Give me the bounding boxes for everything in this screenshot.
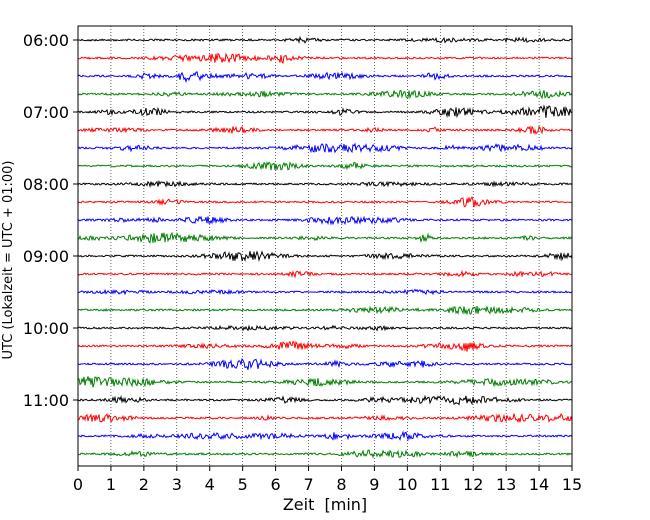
x-tick-label-6: 6 <box>271 475 281 494</box>
x-tick-label-1: 1 <box>106 475 116 494</box>
y-tick-label-0700: 07:00 <box>23 103 69 122</box>
x-tick-label-14: 14 <box>529 475 549 494</box>
y-tick-label-1100: 11:00 <box>23 391 69 410</box>
x-tick-label-2: 2 <box>139 475 149 494</box>
trace-1115 <box>77 413 573 423</box>
trace-0700 <box>77 104 573 119</box>
trace-0900 <box>77 250 573 263</box>
trace-1030 <box>77 357 573 370</box>
trace-0945 <box>77 305 573 316</box>
y-tick-label-1000: 10:00 <box>23 319 69 338</box>
x-tick-label-3: 3 <box>172 475 182 494</box>
x-tick-label-11: 11 <box>430 475 450 494</box>
x-tick-label-7: 7 <box>303 475 313 494</box>
trace-1015 <box>77 340 573 352</box>
vertical-grid <box>110 26 540 466</box>
trace-1100 <box>77 394 573 406</box>
trace-0915 <box>77 269 573 279</box>
x-tick-label-10: 10 <box>397 475 417 494</box>
trace-0930 <box>77 288 573 296</box>
trace-0630 <box>77 71 573 84</box>
x-tick-label-15: 15 <box>562 475 582 494</box>
y-tick-label-0900: 09:00 <box>23 247 69 266</box>
x-tick-label-12: 12 <box>463 475 483 494</box>
trace-0830 <box>77 215 573 226</box>
y-tick-label-0800: 08:00 <box>23 175 69 194</box>
y-axis-ticks: 06:00 07:00 08:00 09:00 10:00 11:00 <box>23 31 78 410</box>
trace-0645 <box>77 89 573 100</box>
trace-0745 <box>77 161 573 172</box>
trace-1145 <box>77 449 573 459</box>
trace-group <box>77 35 573 459</box>
trace-0600 <box>77 35 573 45</box>
x-axis-label: Zeit [min] <box>283 495 367 514</box>
x-tick-label-9: 9 <box>369 475 379 494</box>
trace-0615 <box>77 52 573 64</box>
trace-0730 <box>77 142 573 154</box>
x-tick-label-4: 4 <box>205 475 215 494</box>
y-tick-label-0600: 06:00 <box>23 31 69 50</box>
trace-1000 <box>77 324 573 332</box>
trace-0845 <box>77 231 573 244</box>
y-axis-label: UTC (Lokalzeit = UTC + 01:00) <box>1 161 16 360</box>
trace-0815 <box>77 195 573 208</box>
x-tick-label-13: 13 <box>496 475 516 494</box>
x-axis-ticks: 0 1 2 3 4 5 6 7 8 9 10 11 12 13 14 15 <box>73 466 582 494</box>
x-tick-label-0: 0 <box>73 475 83 494</box>
trace-1045 <box>77 376 573 388</box>
plot-frame <box>77 25 573 467</box>
trace-0715 <box>77 125 573 135</box>
x-tick-label-5: 5 <box>238 475 248 494</box>
trace-1130 <box>77 430 573 442</box>
trace-0800 <box>77 179 573 189</box>
x-tick-label-8: 8 <box>336 475 346 494</box>
